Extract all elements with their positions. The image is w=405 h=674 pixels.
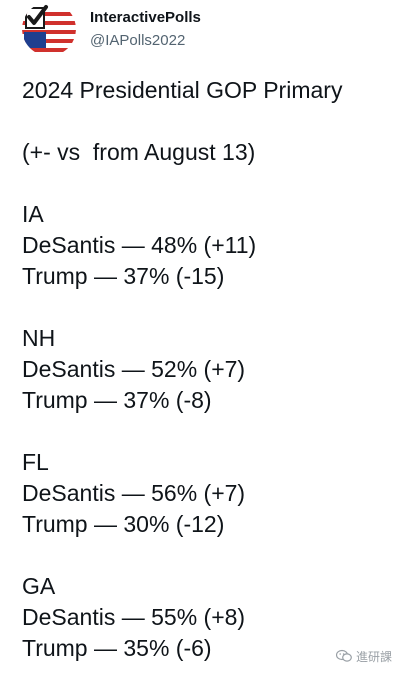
blank-line <box>22 540 397 571</box>
result-row: DeSantis — 52% (+7) <box>22 356 246 382</box>
result-row: Trump — 30% (-12) <box>22 511 225 537</box>
poll-subtitle: (+- vs from August 13) <box>22 139 256 165</box>
blank-line <box>22 292 397 323</box>
result-row: Trump — 37% (-8) <box>22 387 212 413</box>
account-header: InteractivePolls @IAPolls2022 <box>90 9 201 51</box>
result-row: Trump — 35% (-6) <box>22 635 212 661</box>
state-label-ga: GA <box>22 573 56 599</box>
blank-line <box>22 106 397 137</box>
tweet-text: 2024 Presidential GOP Primary (+- vs fro… <box>22 75 397 664</box>
watermark: 進研課 <box>336 646 392 666</box>
state-label-nh: NH <box>22 325 56 351</box>
wechat-icon <box>336 649 352 662</box>
state-label-ia: IA <box>22 201 44 227</box>
flag-checkmark-avatar-icon <box>22 2 76 56</box>
result-row: DeSantis — 56% (+7) <box>22 480 246 506</box>
poll-title: 2024 Presidential GOP Primary <box>22 77 343 103</box>
blank-line <box>22 416 397 447</box>
result-row: DeSantis — 48% (+11) <box>22 232 257 258</box>
account-handle[interactable]: @IAPolls2022 <box>90 32 186 49</box>
result-row: DeSantis — 55% (+8) <box>22 604 246 630</box>
blank-line <box>22 168 397 199</box>
state-label-fl: FL <box>22 449 49 475</box>
display-name[interactable]: InteractivePolls <box>90 9 201 26</box>
avatar[interactable] <box>22 2 76 56</box>
watermark-text: 進研課 <box>356 649 393 664</box>
result-row: Trump — 37% (-15) <box>22 263 225 289</box>
